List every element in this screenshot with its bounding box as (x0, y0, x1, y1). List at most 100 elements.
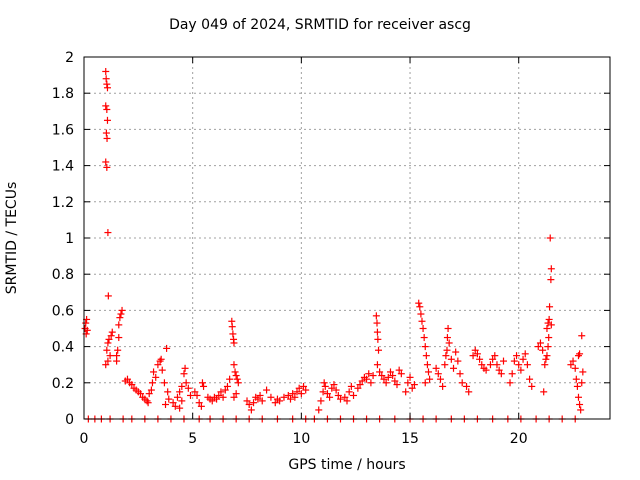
data-point (578, 332, 586, 340)
data-point (577, 406, 585, 414)
data-point (432, 364, 440, 372)
y-tick-label: 1 (65, 231, 74, 247)
data-point (187, 391, 195, 399)
data-point (517, 366, 525, 374)
data-point (271, 399, 279, 407)
data-point (419, 325, 427, 332)
data-point (180, 370, 188, 378)
data-point (176, 388, 184, 396)
data-point (489, 355, 497, 363)
data-point (380, 375, 388, 383)
data-point (384, 373, 392, 381)
data-point (491, 352, 499, 360)
data-point (499, 357, 507, 365)
data-point (574, 393, 582, 401)
data-point (341, 393, 349, 401)
data-point (123, 375, 131, 383)
data-point (478, 361, 486, 369)
data-point (473, 350, 481, 358)
data-point (444, 325, 452, 332)
data-point (372, 312, 380, 320)
data-point (104, 339, 112, 347)
data-point (163, 344, 171, 352)
data-point (367, 379, 375, 387)
data-point (416, 303, 424, 311)
data-point (395, 366, 403, 374)
data-point (193, 391, 201, 399)
data-point (232, 390, 240, 398)
data-point (200, 382, 208, 390)
data-point (317, 397, 325, 405)
data-point (576, 350, 584, 358)
data-point (103, 84, 111, 92)
data-point (436, 375, 444, 383)
axes: 00.20.40.60.811.21.41.61.820 5 10 15 20 (52, 50, 610, 447)
data-point (103, 346, 111, 354)
data-point (147, 386, 155, 394)
data-point (547, 276, 555, 284)
data-point (171, 402, 179, 410)
data-point (406, 373, 414, 381)
data-point (160, 379, 168, 387)
data-point (515, 361, 523, 369)
data-point (423, 361, 431, 369)
data-point (579, 368, 587, 376)
data-point (82, 319, 90, 327)
data-point (417, 310, 425, 318)
data-point (165, 395, 173, 403)
data-point (323, 390, 331, 398)
data-point (104, 357, 112, 365)
y-tick-label: 2 (65, 50, 74, 66)
data-point (425, 368, 433, 376)
data-point (233, 375, 241, 383)
data-point (439, 382, 447, 390)
data-point (293, 388, 301, 396)
data-point (245, 401, 253, 409)
data-point (378, 372, 386, 380)
data-point (197, 402, 205, 410)
data-point (420, 334, 428, 342)
data-point (486, 361, 494, 369)
data-point (463, 382, 471, 390)
data-point (365, 370, 373, 378)
data-point (402, 388, 410, 396)
data-point (358, 377, 366, 385)
data-point (213, 395, 221, 403)
data-point (369, 372, 377, 380)
data-point (113, 357, 121, 365)
data-point (393, 381, 401, 389)
data-point (104, 229, 112, 237)
data-point (476, 355, 484, 363)
data-point (102, 158, 110, 166)
data-point (391, 377, 399, 385)
data-point (546, 303, 554, 311)
data-point (332, 386, 340, 394)
data-point (567, 361, 575, 369)
data-point (198, 379, 206, 387)
data-point (343, 397, 351, 405)
data-point (302, 386, 310, 394)
data-point (404, 379, 412, 387)
data-point (328, 384, 336, 392)
x-tick-label: 5 (188, 431, 197, 447)
data-point (545, 334, 553, 342)
data-point (545, 315, 553, 323)
data-point (106, 352, 114, 360)
data-point (374, 335, 382, 343)
data-point (421, 379, 429, 387)
data-point (284, 391, 292, 399)
data-point (221, 386, 229, 394)
data-point (452, 348, 460, 356)
data-point (228, 323, 236, 331)
data-point (330, 381, 338, 389)
data-point (315, 406, 323, 414)
data-points (81, 67, 587, 423)
data-point (572, 375, 580, 383)
data-point (178, 397, 186, 405)
data-point (169, 399, 177, 407)
data-point (573, 382, 581, 390)
data-point (373, 361, 381, 369)
data-point (158, 366, 166, 374)
data-point (528, 382, 536, 390)
data-point (102, 67, 110, 75)
